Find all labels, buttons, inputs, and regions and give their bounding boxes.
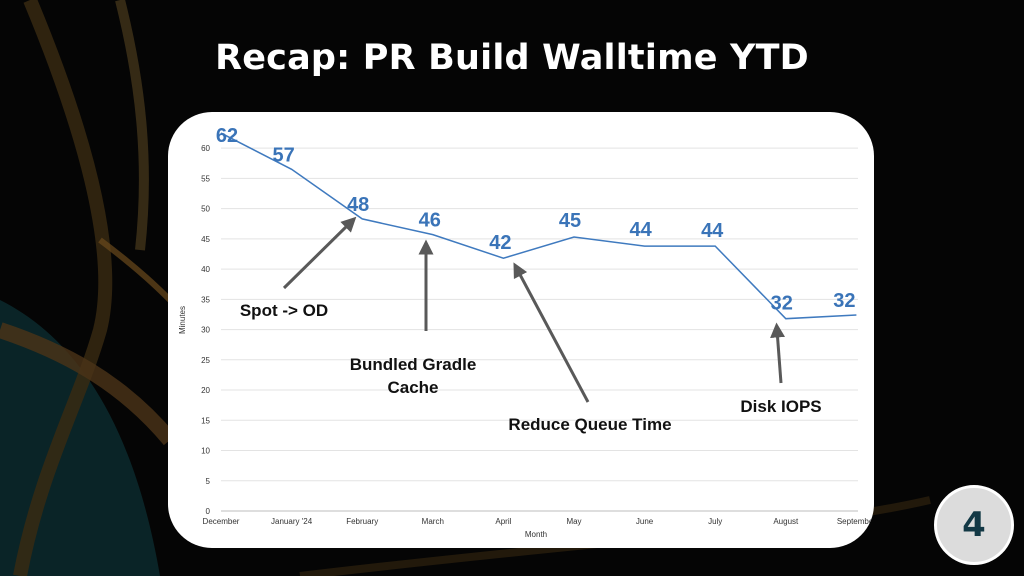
- annotation-label: Spot -> OD: [240, 301, 328, 320]
- slide-title: Recap: PR Build Walltime YTD: [215, 38, 809, 78]
- x-tick-label: February: [346, 517, 378, 526]
- y-tick-label: 40: [201, 265, 210, 274]
- x-tick-label: May: [566, 517, 581, 526]
- data-label: 48: [347, 194, 369, 216]
- data-label: 46: [419, 210, 441, 232]
- y-tick-label: 5: [206, 477, 211, 486]
- x-tick-label: April: [495, 517, 511, 526]
- annotation-arrow: [513, 262, 590, 403]
- data-label: 62: [216, 125, 238, 147]
- y-tick-label: 30: [201, 326, 210, 335]
- chart-card: 0 5 10 15 20 25 30 35 40 45 50 55 60 December January …: [168, 112, 874, 548]
- y-tick-label: 55: [201, 174, 210, 183]
- y-tick-label: 0: [206, 507, 211, 516]
- annotation-label: Bundled Gradle: [350, 355, 477, 374]
- y-tick-label: 10: [201, 447, 210, 456]
- y-tick-label: 50: [201, 205, 210, 214]
- y-tick-label: 15: [201, 416, 210, 425]
- x-tick-label: August: [773, 517, 799, 526]
- y-axis-title: Minutes: [178, 306, 187, 334]
- data-label: 42: [489, 232, 511, 254]
- data-label: 57: [272, 144, 294, 166]
- data-label: 44: [701, 220, 724, 242]
- y-tick-label: 35: [201, 295, 210, 304]
- data-label: 32: [833, 290, 855, 312]
- y-tick-label: 25: [201, 356, 210, 365]
- y-tick-label: 45: [201, 235, 210, 244]
- y-tick-label: 60: [201, 144, 210, 153]
- x-tick-label: March: [422, 517, 444, 526]
- page-number-badge: 4: [934, 485, 1014, 565]
- x-axis-title: Month: [525, 530, 547, 539]
- annotation-arrow: [770, 322, 786, 384]
- series-line: [220, 132, 857, 320]
- x-tick-label: July: [708, 517, 722, 526]
- x-tick-label: January '24: [271, 517, 313, 526]
- x-tick-label: December: [203, 517, 240, 526]
- annotation-label: Cache: [387, 378, 438, 397]
- line-chart: 0 5 10 15 20 25 30 35 40 45 50 55 60 December January …: [178, 125, 874, 539]
- x-tick-label: June: [636, 517, 654, 526]
- annotation-label: Reduce Queue Time: [508, 415, 671, 434]
- data-label: 32: [771, 293, 793, 315]
- x-tick-label: September: [837, 517, 874, 526]
- y-tick-label: 20: [201, 386, 210, 395]
- data-label: 45: [559, 210, 581, 232]
- annotation-label: Disk IOPS: [740, 397, 821, 416]
- data-label: 44: [629, 219, 652, 241]
- annotation-arrow: [282, 216, 357, 290]
